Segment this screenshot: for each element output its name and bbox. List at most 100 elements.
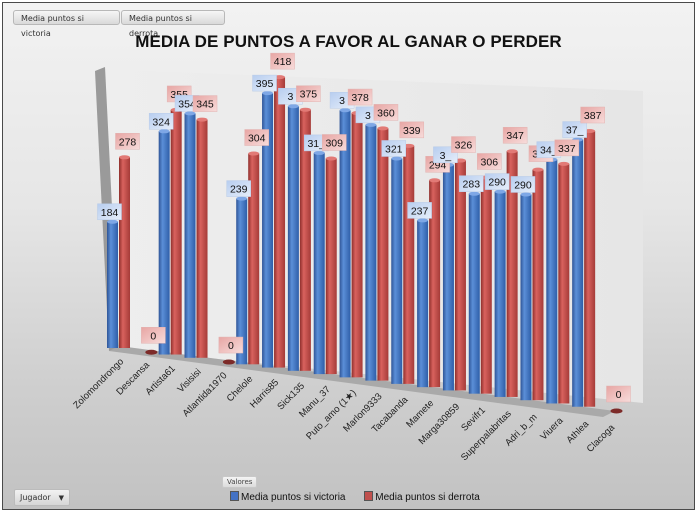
bar-derrota xyxy=(532,169,544,401)
bar-derrota xyxy=(196,119,208,358)
bar-derrota xyxy=(403,145,415,384)
bar-derrota xyxy=(454,160,466,391)
bar-cap-victoria xyxy=(365,122,377,127)
data-label-box-derrota xyxy=(554,139,580,157)
data-label-victoria: 321 xyxy=(385,143,403,155)
bar-derrota xyxy=(119,157,130,348)
data-label-box-derrota xyxy=(451,136,476,153)
legend-item-derrota[interactable]: Media puntos si derrota xyxy=(364,491,480,503)
bar-victoria xyxy=(184,113,196,358)
bar-cap-derrota xyxy=(299,107,311,112)
values-field-button[interactable]: Valores xyxy=(222,476,258,488)
bar-victoria xyxy=(262,93,274,368)
bar-victoria xyxy=(442,164,454,391)
axis-field-label: Jugador xyxy=(20,493,51,502)
data-label-box-victoria xyxy=(510,176,536,193)
bar-cap-derrota xyxy=(429,178,441,183)
bar-derrota xyxy=(325,158,337,375)
bar-cap-derrota xyxy=(558,161,570,166)
bar-victoria xyxy=(158,131,170,355)
data-label-box-victoria xyxy=(484,173,510,190)
bar-zero-derrota xyxy=(222,359,235,365)
data-label-box-derrota xyxy=(321,134,347,151)
data-label-victoria: 3 xyxy=(287,91,293,103)
data-label-box-victoria xyxy=(381,140,407,157)
data-label-box-derrota xyxy=(244,129,269,146)
field-button-media-victoria[interactable]: Media puntos si victoria xyxy=(13,10,120,38)
data-label-derrota: 339 xyxy=(403,125,421,137)
data-label-victoria: 31_ xyxy=(307,138,325,150)
x-tick-label: Sevifr1 xyxy=(459,405,488,434)
bar-cap-victoria xyxy=(339,108,351,113)
dropdown-arrow-icon[interactable]: ▼ xyxy=(58,494,65,502)
bar-victoria xyxy=(546,159,558,404)
bar-derrota xyxy=(429,180,441,388)
bar-derrota xyxy=(170,109,182,355)
data-label-box-victoria xyxy=(97,203,122,221)
axis-field-button-jugador[interactable]: Jugador ▼ xyxy=(14,489,71,506)
bar-cap-derrota xyxy=(274,75,286,80)
legend-item-victoria[interactable]: Media puntos si victoria xyxy=(230,491,346,503)
data-label-derrota: 0 xyxy=(150,330,156,342)
bar-derrota xyxy=(248,153,260,365)
x-tick-label: Viuera xyxy=(538,415,566,443)
data-label-victoria: 37_ xyxy=(566,125,584,137)
field-button-media-derrota[interactable]: Media puntos si derrota xyxy=(121,10,225,38)
data-label-victoria: 3 xyxy=(339,95,345,107)
data-label-victoria: 324 xyxy=(152,116,170,128)
bar-cap-victoria xyxy=(158,129,170,134)
bar-derrota xyxy=(506,151,518,397)
data-label-box-derrota xyxy=(218,336,244,354)
data-label-derrota: 387 xyxy=(584,110,602,122)
data-label-box-victoria xyxy=(407,202,432,219)
bar-cap-victoria xyxy=(236,196,248,201)
data-label-box-derrota xyxy=(141,327,166,344)
bar-derrota xyxy=(274,77,286,368)
legend-label-victoria: Media puntos si victoria xyxy=(241,492,346,503)
bar-victoria xyxy=(287,106,299,371)
data-label-box-derrota xyxy=(477,153,502,170)
pivot-chart-area: Media puntos si victoria Media puntos si… xyxy=(2,2,695,510)
data-label-box-derrota xyxy=(580,106,605,124)
data-label-derrota: 375 xyxy=(300,89,318,101)
data-label-victoria: 237 xyxy=(411,205,429,217)
data-label-box-derrota xyxy=(270,52,295,70)
data-label-box-derrota xyxy=(347,88,373,106)
data-label-victoria: 290 xyxy=(488,177,506,189)
x-tick-label: Athlea xyxy=(564,418,591,445)
bar-victoria xyxy=(236,198,248,365)
data-label-victoria: 239 xyxy=(230,184,248,196)
data-label-derrota: 306 xyxy=(481,156,499,168)
bar-victoria xyxy=(391,158,403,384)
bar-cap-derrota xyxy=(532,167,544,172)
data-label-box-derrota xyxy=(296,85,321,102)
bar-cap-derrota xyxy=(325,156,337,161)
data-label-victoria: 354 xyxy=(178,98,196,110)
data-label-box-derrota xyxy=(606,385,631,403)
bar-cap-victoria xyxy=(391,156,403,161)
bar-cap-derrota xyxy=(506,149,518,154)
data-label-victoria: 34_ xyxy=(540,145,558,157)
bar-derrota xyxy=(351,113,363,378)
data-label-box-derrota xyxy=(115,133,140,150)
bar-cap-derrota xyxy=(119,155,130,160)
legend-label-derrota: Media puntos si derrota xyxy=(375,492,480,503)
x-tick-label: Visisisi xyxy=(175,367,203,395)
bar-victoria xyxy=(365,124,377,381)
legend-swatch-derrota xyxy=(364,491,374,501)
data-label-derrota: 345 xyxy=(196,99,214,111)
bar-cap-victoria xyxy=(417,218,429,223)
bar-victoria xyxy=(313,152,325,375)
data-label-derrota: 337 xyxy=(558,143,576,155)
chart-title: MEDIA DE PUNTOS A FAVOR AL GANAR O PERDE… xyxy=(135,32,562,51)
floor xyxy=(109,346,615,417)
bar-cap-victoria xyxy=(520,192,532,197)
data-label-box-derrota xyxy=(399,121,425,139)
bar-victoria xyxy=(339,110,351,378)
data-label-derrota: 326 xyxy=(455,140,473,152)
x-tick-label: Zolomondrongo xyxy=(71,356,126,411)
bar-derrota xyxy=(377,128,389,381)
data-label-victoria: 395 xyxy=(256,78,274,90)
data-label-victoria: 3_ xyxy=(440,150,452,162)
